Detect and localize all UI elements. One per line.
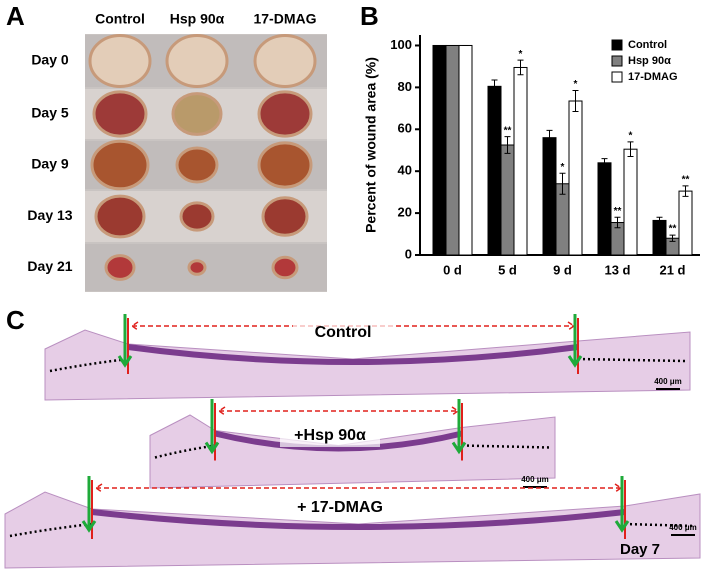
legend-swatch <box>611 71 623 83</box>
error-bar <box>546 129 553 146</box>
significance: ** <box>504 125 512 136</box>
day-label: Day 7 <box>620 541 660 558</box>
x-tick-label: 21 d <box>659 262 685 277</box>
legend-swatch <box>611 55 623 67</box>
green-arrow <box>451 399 467 455</box>
panel-letter: A <box>6 1 25 31</box>
label-bg <box>293 322 393 344</box>
bar <box>652 219 667 256</box>
wound <box>92 90 148 138</box>
red-arrow <box>217 406 460 416</box>
wound <box>175 146 219 184</box>
y-tick-label: 100 <box>390 37 412 52</box>
row-label: Day 0 <box>31 52 69 68</box>
significance: * <box>574 79 578 90</box>
strip-label: +Hsp 90α <box>294 427 366 444</box>
green-arrow <box>567 314 583 368</box>
bar <box>445 44 460 256</box>
error-bar <box>601 158 608 168</box>
error-bar <box>614 216 621 229</box>
row-label: Day 5 <box>31 105 69 121</box>
bar <box>542 137 557 256</box>
y-tick-label: 80 <box>398 79 412 94</box>
label-bg <box>290 497 390 519</box>
scale-label: 400 μm <box>654 377 682 386</box>
bar <box>678 190 693 256</box>
wound <box>88 34 152 88</box>
row-label: Day 13 <box>27 207 72 223</box>
error-bar <box>559 172 566 195</box>
x-tick-label: 0 d <box>443 262 462 277</box>
green-arrow <box>204 399 220 455</box>
wound <box>94 194 146 239</box>
error-bar <box>627 141 634 158</box>
scale-label: 400 μm <box>669 523 697 532</box>
wound <box>90 139 150 191</box>
x-tick-label: 5 d <box>498 262 517 277</box>
wound <box>253 34 317 88</box>
green-arrow <box>614 476 630 533</box>
error-bar <box>669 234 676 242</box>
wound <box>104 254 136 281</box>
bar <box>500 144 515 256</box>
panel-letter: B <box>360 1 379 31</box>
error-bar <box>682 185 689 197</box>
bar <box>487 85 502 256</box>
wound <box>261 196 309 237</box>
scale-label: 400 μm <box>521 475 549 484</box>
y-tick-label: 20 <box>398 205 412 220</box>
error-bar <box>504 136 511 154</box>
y-tick-label: 0 <box>405 246 412 261</box>
y-tick-label: 60 <box>398 121 412 136</box>
x-tick-label: 13 d <box>604 262 630 277</box>
bar <box>458 44 473 256</box>
bar <box>597 162 612 256</box>
significance: ** <box>614 206 622 217</box>
significance: * <box>519 49 523 60</box>
scab <box>127 344 579 365</box>
strip-label: + 17-DMAG <box>297 499 383 516</box>
error-bar <box>656 216 663 225</box>
legend-swatch <box>611 39 623 51</box>
wound <box>165 34 229 88</box>
legend-label: Hsp 90α <box>628 55 671 67</box>
y-tick-label: 40 <box>398 163 412 178</box>
panel-letter: C <box>6 305 25 335</box>
wound <box>257 141 313 189</box>
significance: ** <box>669 224 677 235</box>
wound <box>179 201 215 232</box>
error-bar <box>491 79 498 94</box>
scab <box>91 509 626 530</box>
significance: * <box>629 130 633 141</box>
scab <box>214 430 463 452</box>
dotted-line <box>9 522 696 538</box>
bar <box>623 148 638 256</box>
column-header: 17-DMAG <box>253 11 316 27</box>
x-tick-label: 9 d <box>553 262 572 277</box>
wound <box>257 90 313 138</box>
label-bg <box>280 425 380 447</box>
green-arrow <box>117 314 133 368</box>
column-header: Hsp 90α <box>170 11 225 27</box>
green-arrow <box>81 476 97 533</box>
row-label: Day 21 <box>27 258 72 274</box>
column-header: Control <box>95 11 145 27</box>
wound <box>271 255 299 280</box>
bar <box>513 66 528 256</box>
significance: ** <box>682 174 690 185</box>
significance: * <box>561 162 565 173</box>
row-label: Day 9 <box>31 156 69 172</box>
legend-label: Control <box>628 39 667 51</box>
legend-label: 17-DMAG <box>628 71 678 83</box>
error-bar <box>572 90 579 112</box>
bar <box>432 44 447 256</box>
error-bar <box>517 59 524 76</box>
strip-label: Control <box>315 324 372 341</box>
wound <box>171 92 223 136</box>
wound <box>187 259 207 276</box>
bar <box>568 100 583 256</box>
y-axis-label: Percent of wound area (%) <box>363 57 379 233</box>
